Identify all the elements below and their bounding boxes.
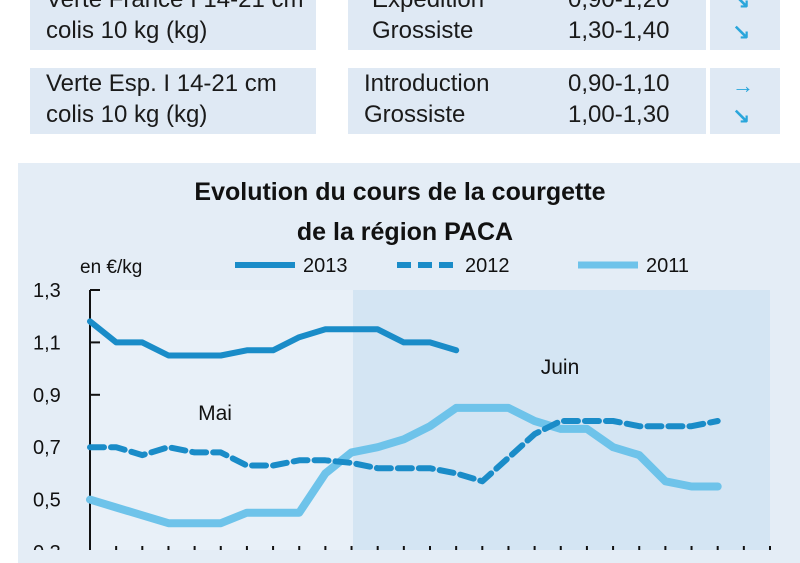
trend-down-icon: ↘ bbox=[732, 0, 751, 14]
price-chart: Evolution du cours de la courgette de la … bbox=[33, 178, 771, 550]
market-stage: Expédition bbox=[372, 0, 484, 15]
price-table: Verte France I 14-21 cm colis 10 kg (kg)… bbox=[0, 0, 800, 150]
period-label-mai: Mai bbox=[198, 402, 232, 425]
chart-title: Evolution du cours de la courgette bbox=[194, 178, 605, 206]
chart-title: de la région PACA bbox=[297, 218, 513, 246]
y-axis-label: en €/kg bbox=[80, 257, 142, 278]
market-stage: Grossiste bbox=[364, 101, 466, 128]
period-label-juin: Juin bbox=[541, 356, 580, 379]
price-range: 1,00-1,30 bbox=[568, 101, 670, 128]
series-line-2013 bbox=[87, 318, 460, 359]
product-package: colis 10 kg (kg) bbox=[46, 101, 208, 128]
market-stage: Grossiste bbox=[372, 17, 474, 44]
trend-flat-icon: → bbox=[732, 73, 754, 98]
y-tick-label: 0,3 bbox=[33, 542, 61, 550]
legend-label-2011: 2011 bbox=[646, 255, 689, 277]
product-package: colis 10 kg (kg) bbox=[46, 17, 208, 44]
legend-label-2013: 2013 bbox=[303, 255, 348, 277]
table-row: Verte Esp. I 14-21 cm colis 10 kg (kg) I… bbox=[30, 68, 780, 134]
legend-label-2012: 2012 bbox=[465, 255, 510, 277]
series-line-2011 bbox=[86, 403, 722, 528]
series-line-2012 bbox=[87, 418, 721, 485]
y-tick-label: 1,1 bbox=[33, 332, 61, 354]
table-row: Verte France I 14-21 cm colis 10 kg (kg)… bbox=[30, 0, 780, 50]
product-name: Verte France I 14-21 cm bbox=[46, 0, 303, 15]
market-stage: Introduction bbox=[364, 70, 490, 97]
price-range: 1,30-1,40 bbox=[568, 17, 670, 44]
y-tick-label: 0,5 bbox=[33, 490, 61, 512]
y-tick-label: 0,9 bbox=[33, 385, 61, 407]
y-tick-label: 0,7 bbox=[33, 437, 61, 459]
price-range: 0,90-1,20 bbox=[568, 0, 669, 15]
price-range: 0,90-1,10 bbox=[568, 70, 670, 97]
trend-down-icon: ↘ bbox=[732, 20, 751, 45]
y-tick-label: 1,3 bbox=[33, 280, 61, 302]
trend-down-icon: ↘ bbox=[732, 104, 751, 129]
product-name: Verte Esp. I 14-21 cm bbox=[46, 70, 277, 97]
